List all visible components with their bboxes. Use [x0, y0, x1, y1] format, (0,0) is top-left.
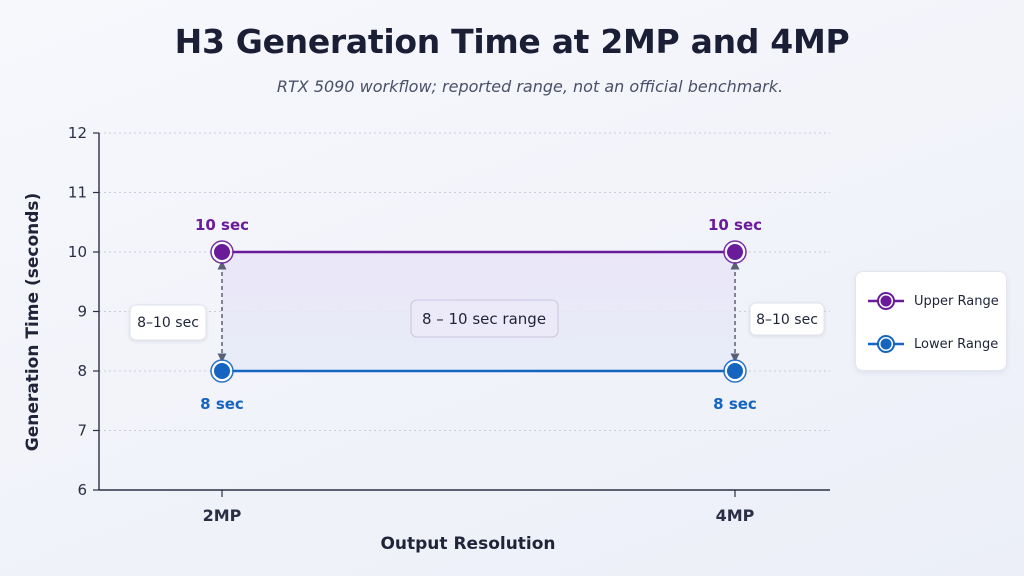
range-label-left	[129, 304, 207, 341]
y-tick-label: 10	[68, 243, 87, 261]
range-label-center	[410, 299, 559, 338]
range-label-right	[749, 302, 825, 336]
y-tick-label: 8	[77, 362, 87, 380]
legend-marker-upper	[868, 292, 904, 310]
data-point	[727, 244, 743, 260]
y-tick-label: 11	[68, 184, 87, 202]
y-axis-title: Generation Time (seconds)	[23, 193, 43, 452]
chart-title: H3 Generation Time at 2MP and 4MP	[174, 22, 850, 61]
data-label: 8 sec	[200, 395, 244, 413]
range-arrows	[217, 260, 740, 363]
legend-item-upper: Upper Range	[868, 290, 999, 312]
series-lines	[222, 250, 735, 373]
range-label-center-text: 8 – 10 sec range	[422, 310, 546, 328]
chart-subtitle: RTX 5090 workflow; reported range, not a…	[276, 77, 784, 96]
data-label: 10 sec	[195, 216, 249, 234]
x-tick-label: 4MP	[716, 506, 755, 525]
x-tick-labels: 2MP 4MP	[203, 506, 755, 525]
range-label-left-text: 8–10 sec	[137, 315, 199, 331]
legend: Upper Range Lower Range	[855, 271, 1007, 371]
y-tick-label: 9	[77, 303, 87, 321]
legend-label-lower: Lower Range	[914, 336, 999, 352]
data-point	[214, 244, 230, 260]
axes	[93, 132, 830, 497]
x-axis-title: Output Resolution	[380, 534, 555, 554]
data-label: 8 sec	[713, 395, 757, 413]
data-point	[727, 363, 743, 379]
y-tick-label: 6	[77, 481, 87, 499]
y-tick-labels: 6 7 8 9 10 11 12	[68, 124, 87, 499]
data-point	[214, 363, 230, 379]
series-points	[210, 240, 747, 383]
y-tick-label: 12	[68, 124, 87, 142]
legend-item-lower: Lower Range	[868, 333, 998, 355]
range-label-right-text: 8–10 sec	[756, 312, 818, 328]
data-labels: 10 sec 10 sec 8 sec 8 sec	[195, 216, 762, 413]
legend-label-upper: Upper Range	[914, 293, 999, 309]
data-label: 10 sec	[708, 216, 762, 234]
legend-marker-lower	[868, 335, 904, 353]
x-tick-label: 2MP	[203, 506, 242, 525]
y-tick-label: 7	[77, 422, 87, 440]
